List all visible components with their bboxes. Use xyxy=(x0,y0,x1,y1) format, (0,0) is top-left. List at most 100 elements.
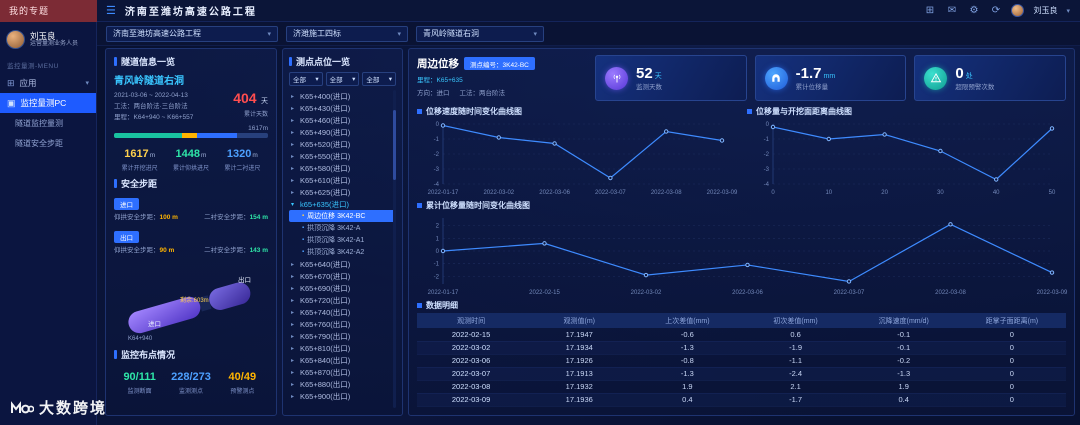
point-list-item[interactable]: ▸ K65+880(出口) xyxy=(289,378,396,390)
table-row[interactable]: 2022-03-08 17.1932 1.9 2.1 1.9 0 xyxy=(417,380,1066,394)
point-list-item[interactable]: ▸ K65+790(出口) xyxy=(289,330,396,342)
point-label: 拱顶沉降 3K42-A xyxy=(307,225,361,232)
point-list-item[interactable]: ▸ K65+840(出口) xyxy=(289,354,396,366)
svg-text:2022-03-07: 2022-03-07 xyxy=(595,190,626,196)
point-list-item[interactable]: ▸ K65+520(进口) xyxy=(289,138,396,150)
point-filter-select[interactable]: 全部 ▾ xyxy=(362,72,397,86)
table-row[interactable]: 2022-03-02 17.1934 -1.3 -1.9 -0.1 0 xyxy=(417,341,1066,355)
apps-icon[interactable]: ⊞ xyxy=(925,5,935,16)
svg-text:-2: -2 xyxy=(434,274,440,280)
days-value: 404 xyxy=(233,90,257,106)
svg-text:-4: -4 xyxy=(434,182,440,188)
point-list-item[interactable]: ▸ K65+580(进口) xyxy=(289,162,396,174)
point-list-subitem[interactable]: ▪ 拱顶沉降 3K42-A xyxy=(289,222,396,234)
point-list-item[interactable]: ▸ K65+610(进口) xyxy=(289,174,396,186)
point-list-item[interactable]: ▸ K65+870(出口) xyxy=(289,366,396,378)
scrollbar-thumb[interactable] xyxy=(393,110,396,180)
model-exit-label: 出口 xyxy=(238,275,251,284)
mail-icon[interactable]: ✉ xyxy=(947,5,957,16)
filter-bar: 济南至潍坊高速公路工程 ▾ 济潍施工四标 ▾ 青风岭隧道右洞 ▾ xyxy=(97,22,1080,46)
sidebar-item-monitor-pc[interactable]: ▣ 监控量测PC xyxy=(0,93,96,113)
section-select-value: 济潍施工四标 xyxy=(293,29,341,38)
point-id-badge: 测点编号：3K42-BC xyxy=(464,57,535,70)
point-list-item[interactable]: ▸ K65+720(出口) xyxy=(289,294,396,306)
stat-unit: m xyxy=(201,152,207,160)
velocity-chart-svg: 0 -1 -2 -3 -4 2022-01-17 2022-03-02 2022-03-06 2… xyxy=(428,122,738,196)
detail-mileage: 里程：K65+635 xyxy=(417,77,463,84)
stat-label: 监测测点 xyxy=(178,388,203,395)
tunnel-stats: 1617m 累计开挖进尺 1448m 累计仰拱进尺 1320m 累计二衬进尺 xyxy=(114,144,268,172)
section-select[interactable]: 济潍施工四标 ▾ xyxy=(286,25,408,42)
chevron-right-icon: ▸ xyxy=(291,153,295,160)
tunnel-select[interactable]: 青风岭隧道右洞 ▾ xyxy=(416,25,544,42)
chevron-right-icon: ▸ xyxy=(291,357,295,364)
safety-value: 143 m xyxy=(249,246,268,254)
sidebar-item-tunnel-monitor[interactable]: 隧道监控量测 xyxy=(0,113,96,133)
table-cell: -0.8 xyxy=(633,354,742,368)
chevron-right-icon: ▸ xyxy=(291,165,295,172)
point-list-item[interactable]: ▸ K65+460(进口) xyxy=(289,114,396,126)
table-row[interactable]: 2022-02-15 17.1947 -0.6 0.6 -0.1 0 xyxy=(417,328,1066,342)
displacement-point-icon: ▪ xyxy=(302,213,305,219)
point-list-item[interactable]: ▸ K65+760(出口) xyxy=(289,318,396,330)
point-filter-select[interactable]: 全部 ▾ xyxy=(325,72,360,86)
point-list-item[interactable]: ▸ K65+430(进口) xyxy=(289,102,396,114)
point-list-item[interactable]: ▸ K65+670(进口) xyxy=(289,270,396,282)
table-cell: -2.4 xyxy=(741,367,850,381)
point-list-item[interactable]: ▸ K65+810(出口) xyxy=(289,342,396,354)
svg-text:2022-02-15: 2022-02-15 xyxy=(529,290,560,296)
user-avatar[interactable] xyxy=(1011,4,1025,17)
svg-text:40: 40 xyxy=(993,190,1000,196)
hamburger-menu-icon[interactable]: ☰ xyxy=(106,5,116,17)
detail-direction: 方向：进口 xyxy=(417,90,450,97)
point-list-item[interactable]: ▸ K65+740(出口) xyxy=(289,306,396,318)
table-row[interactable]: 2022-03-06 17.1926 -0.8 -1.1 -0.2 0 xyxy=(417,354,1066,368)
detail-direction-method: 方向：进口 工法：两台阶法 xyxy=(417,87,587,97)
point-list-item[interactable]: ▸ K65+400(进口) xyxy=(289,90,396,102)
point-list-item[interactable]: ▸ K65+900(出口) xyxy=(289,390,396,402)
table-row[interactable]: 2022-03-07 17.1913 -1.3 -2.4 -1.3 0 xyxy=(417,367,1066,381)
point-list-subitem[interactable]: ▪ 周边位移 3K42-BC xyxy=(289,210,396,222)
safety-value: 154 m xyxy=(249,214,268,222)
point-list-subitem[interactable]: ▪ 拱顶沉降 3K42-A2 xyxy=(289,246,396,258)
sidebar-item-apps[interactable]: ⊞ 应用 ▾ xyxy=(0,73,96,93)
sidebar-item-safety-step[interactable]: 隧道安全步距 xyxy=(0,133,96,153)
profile-avatar[interactable] xyxy=(6,30,25,49)
table-cell: -0.1 xyxy=(849,328,958,342)
chevron-right-icon: ▸ xyxy=(291,333,295,340)
column-header: 观测值(m) xyxy=(525,313,634,328)
settings-icon[interactable]: ⚙ xyxy=(969,5,979,16)
svg-text:2: 2 xyxy=(436,224,440,230)
point-list-item[interactable]: ▾ k65+635(进口) xyxy=(289,198,396,210)
table-row[interactable]: 2022-03-09 17.1936 0.4 -1.7 0.4 0 xyxy=(417,393,1066,407)
header-accent xyxy=(289,57,292,66)
point-filter-select[interactable]: 全部 ▾ xyxy=(289,72,323,86)
watermark: 大数跨境 xyxy=(10,397,107,418)
column-header: 距掌子面距离(m) xyxy=(957,313,1066,328)
table-cell: 17.1936 xyxy=(525,393,634,407)
point-list-subitem[interactable]: ▪ 拱顶沉降 3K42-A1 xyxy=(289,234,396,246)
brand-button[interactable]: 我的专题 xyxy=(0,0,97,22)
stat-label: 累计开挖进尺 xyxy=(121,166,158,173)
stat-lining: 1320m 累计二衬进尺 xyxy=(217,144,268,172)
point-list-item[interactable]: ▸ K65+690(进口) xyxy=(289,282,396,294)
topbar-icon-group: ⊞ ✉ ⚙ ⟳ xyxy=(923,5,1002,16)
point-list-item[interactable]: ▸ K65+490(进口) xyxy=(289,126,396,138)
card-cumulative-displacement[interactable]: -1.7 mm 累计位移量 xyxy=(754,55,907,101)
table-cell: -1.1 xyxy=(741,354,850,368)
tunnel-3d-model[interactable]: K64+940 进口 出口 剩余:603m xyxy=(114,260,268,346)
chevron-right-icon: ▸ xyxy=(291,261,295,268)
scrollbar-track[interactable] xyxy=(393,90,396,408)
point-list-item[interactable]: ▸ K65+640(进口) xyxy=(289,258,396,270)
card-observation-days[interactable]: 52 天 监测天数 xyxy=(595,55,747,101)
project-select[interactable]: 济南至潍坊高速公路工程 ▾ xyxy=(106,25,278,42)
point-label: K65+880(出口) xyxy=(300,379,351,389)
chevron-right-icon: ▸ xyxy=(291,309,295,316)
user-name[interactable]: 刘玉良 xyxy=(1033,6,1058,15)
tunnel-name-link[interactable]: 青风岭隧道右洞 xyxy=(114,76,184,87)
point-list-item[interactable]: ▸ K65+625(进口) xyxy=(289,186,396,198)
point-list-item[interactable]: ▸ K65+550(进口) xyxy=(289,150,396,162)
stat-label: 监测断面 xyxy=(127,388,152,395)
refresh-icon[interactable]: ⟳ xyxy=(991,5,1001,16)
